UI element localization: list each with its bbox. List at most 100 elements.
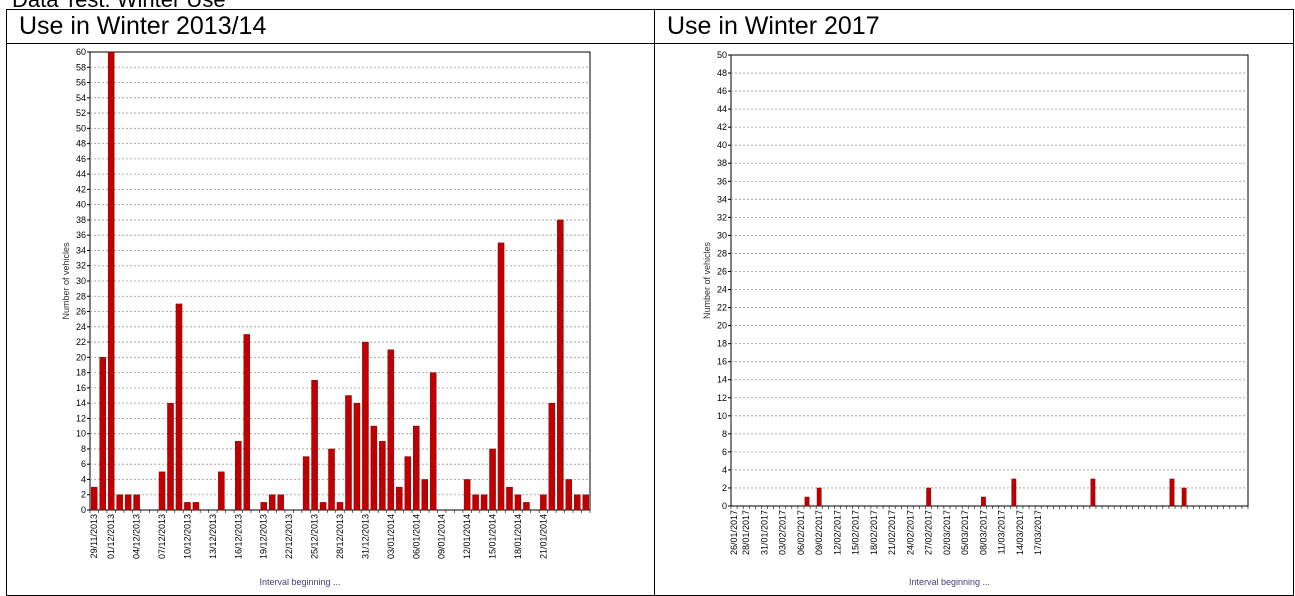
- bar: [345, 395, 352, 511]
- x-tick-label: 06/02/2017: [796, 510, 806, 555]
- bar: [379, 441, 386, 511]
- y-tick-label: 16: [717, 357, 727, 367]
- x-tick-label: 13/12/2013: [208, 514, 218, 559]
- bar: [480, 494, 488, 511]
- x-tick-label: 12/02/2017: [832, 510, 842, 555]
- chart-winter-2013-14: 0246810121416182022242628303234363840424…: [61, 47, 591, 587]
- bar: [192, 502, 200, 511]
- bar: [311, 380, 318, 511]
- bar: [463, 479, 471, 511]
- bar: [514, 494, 522, 511]
- bar: [243, 334, 251, 511]
- bar: [421, 479, 428, 511]
- bar: [816, 487, 822, 507]
- x-tick-label: 11/03/2017: [997, 510, 1007, 554]
- y-tick-label: 38: [76, 215, 86, 225]
- bar: [472, 494, 479, 511]
- y-tick-label: 32: [717, 212, 727, 222]
- y-tick-label: 26: [717, 266, 727, 276]
- x-tick-label: 04/12/2013: [132, 514, 142, 559]
- y-tick-label: 48: [76, 139, 86, 149]
- bar: [353, 402, 361, 511]
- bar: [336, 502, 344, 511]
- x-tick-label: 18/01/2014: [513, 514, 523, 559]
- y-tick-label: 24: [76, 322, 86, 332]
- y-tick-label: 52: [76, 108, 86, 118]
- y-tick-label: 34: [76, 245, 86, 255]
- x-tick-label: 03/01/2014: [386, 514, 396, 559]
- bar: [926, 487, 932, 507]
- bar: [184, 502, 191, 511]
- y-tick-label: 56: [76, 78, 86, 88]
- y-tick-label: 18: [76, 368, 86, 378]
- x-tick-label: 08/03/2017: [978, 510, 988, 555]
- bar: [804, 496, 810, 507]
- x-tick-label: 19/12/2013: [259, 514, 269, 559]
- x-tick-label: 28/12/2013: [335, 514, 345, 559]
- x-axis-label: Interval beginning ...: [259, 577, 340, 587]
- y-tick-label: 10: [76, 429, 86, 439]
- y-tick-label: 46: [717, 86, 727, 96]
- bar: [235, 441, 242, 511]
- bar: [90, 486, 98, 511]
- bar: [1090, 478, 1096, 507]
- y-tick-label: 6: [722, 447, 727, 457]
- x-tick-label: 06/01/2014: [411, 514, 421, 559]
- plot-area: [730, 54, 1249, 507]
- bar: [260, 502, 267, 511]
- bar: [489, 448, 496, 511]
- x-tick-label: 07/12/2013: [157, 514, 167, 559]
- bar: [158, 471, 166, 511]
- y-tick-label: 38: [717, 158, 727, 168]
- y-tick-label: 28: [717, 248, 727, 258]
- y-tick-label: 20: [717, 321, 727, 331]
- bar: [548, 402, 556, 511]
- chart-cell-2013-14: 0 2 4 6 8 10 12 14 16 18 20 22 24 26 28 30 32 34 36 38 40 42 4…: [6, 43, 655, 596]
- bar: [370, 425, 378, 511]
- bar: [413, 425, 420, 511]
- y-axis-label: Number of vehicles: [61, 242, 71, 320]
- bar: [107, 51, 115, 511]
- y-tick-label: 50: [717, 50, 727, 60]
- x-tick-label: 17/03/2017: [1033, 510, 1043, 555]
- bar: [387, 349, 395, 511]
- comparison-table: Use in Winter 2013/14 Use in Winter 2017…: [6, 9, 1294, 596]
- y-tick-label: 10: [717, 411, 727, 421]
- y-tick-label: 22: [76, 337, 86, 347]
- x-tick-label: 15/01/2014: [488, 514, 498, 559]
- y-tick-label: 4: [81, 474, 86, 484]
- y-tick-label: 28: [76, 291, 86, 301]
- bar: [506, 486, 513, 511]
- y-tick-label: 24: [717, 285, 727, 295]
- x-tick-label: 26/01/2017: [729, 510, 739, 555]
- y-tick-label: 60: [76, 47, 86, 57]
- x-tick-label: 31/01/2017: [759, 510, 769, 555]
- y-tick-label: 14: [717, 375, 727, 385]
- header-winter-2013-14: Use in Winter 2013/14: [6, 9, 655, 44]
- x-tick-label: 28/01/2017: [741, 510, 751, 555]
- y-tick-label: 44: [717, 104, 727, 114]
- x-tick-label: 14/03/2017: [1015, 510, 1025, 555]
- x-axis-label: Interval beginning ...: [909, 577, 990, 587]
- bar: [429, 372, 437, 511]
- x-tick-label: 24/02/2017: [905, 510, 915, 555]
- x-tick-label: 18/02/2017: [869, 510, 879, 555]
- y-tick-label: 42: [717, 122, 727, 132]
- bar: [540, 494, 547, 511]
- bar: [319, 502, 327, 511]
- y-tick-label: 2: [81, 490, 86, 500]
- header-winter-2017: Use in Winter 2017: [654, 9, 1294, 44]
- bar: [302, 456, 310, 511]
- x-tick-label: 21/02/2017: [887, 510, 897, 555]
- x-tick-label: 01/12/2013: [106, 514, 116, 559]
- bar: [582, 494, 590, 511]
- bar: [565, 479, 573, 511]
- y-tick-label: 42: [76, 184, 86, 194]
- y-tick-label: 8: [81, 444, 86, 454]
- x-tick-label: 25/12/2013: [310, 514, 320, 559]
- bar: [124, 494, 132, 511]
- x-tick-label: 21/01/2014: [538, 514, 548, 559]
- y-tick-label: 2: [722, 483, 727, 493]
- bar: [268, 494, 276, 511]
- bar: [981, 496, 986, 507]
